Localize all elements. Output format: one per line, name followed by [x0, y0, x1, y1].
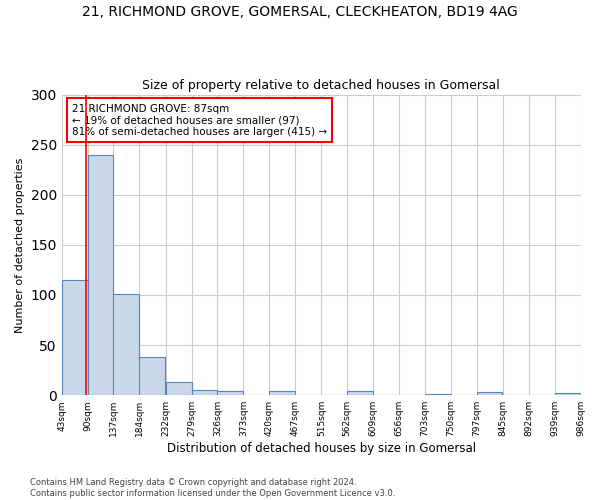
X-axis label: Distribution of detached houses by size in Gomersal: Distribution of detached houses by size …: [167, 442, 476, 455]
Y-axis label: Number of detached properties: Number of detached properties: [15, 157, 25, 332]
Bar: [425, 394, 451, 395]
Bar: [88, 154, 113, 395]
Title: Size of property relative to detached houses in Gomersal: Size of property relative to detached ho…: [142, 79, 500, 92]
Bar: [217, 391, 244, 395]
Bar: [347, 391, 373, 395]
Bar: [62, 280, 88, 395]
Bar: [113, 294, 139, 395]
Text: Contains HM Land Registry data © Crown copyright and database right 2024.
Contai: Contains HM Land Registry data © Crown c…: [30, 478, 395, 498]
Bar: [166, 382, 191, 395]
Bar: [191, 390, 217, 395]
Bar: [476, 392, 502, 395]
Text: 21 RICHMOND GROVE: 87sqm
← 19% of detached houses are smaller (97)
81% of semi-d: 21 RICHMOND GROVE: 87sqm ← 19% of detach…: [72, 104, 327, 137]
Bar: [269, 391, 295, 395]
Bar: [554, 393, 581, 395]
Text: 21, RICHMOND GROVE, GOMERSAL, CLECKHEATON, BD19 4AG: 21, RICHMOND GROVE, GOMERSAL, CLECKHEATO…: [82, 5, 518, 19]
Bar: [139, 357, 165, 395]
